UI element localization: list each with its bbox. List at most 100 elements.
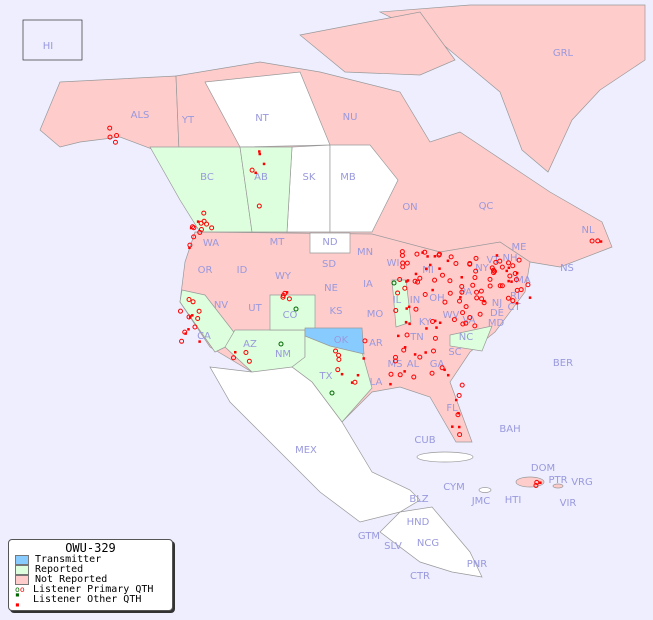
- listener-other-qth: [405, 280, 408, 283]
- listener-other-qth: [406, 279, 410, 282]
- listener-primary-qth: [439, 272, 445, 278]
- listener-other-qth: [413, 353, 417, 356]
- listener-primary-qth: [481, 300, 487, 306]
- listener-primary-qth: [478, 288, 484, 294]
- listener-primary-qth: [417, 354, 423, 360]
- listener-other-qth: [528, 296, 532, 299]
- listener-other-qth: [414, 272, 418, 276]
- listener-primary-qth: [448, 254, 454, 260]
- listener-primary-qth: [447, 290, 453, 296]
- listener-primary-qth: [336, 357, 342, 363]
- listener-primary-qth: [401, 347, 407, 353]
- listener-primary-qth: [432, 277, 438, 283]
- listener-primary-qth: [195, 316, 201, 322]
- region-label-nj: NJ: [492, 298, 502, 309]
- listener-primary-qth: [186, 297, 192, 303]
- region-label-de: DE: [490, 308, 504, 319]
- region-label-hi: HI: [43, 41, 53, 52]
- region-label-ma: MA: [515, 275, 531, 286]
- listener-primary-qth: [415, 279, 421, 285]
- listener-primary-qth: [186, 314, 192, 320]
- listener-primary-qth: [393, 308, 399, 314]
- listener-primary-qth: [507, 273, 513, 279]
- listener-primary-qth: [505, 295, 511, 301]
- listener-other-qth: [515, 302, 519, 305]
- listener-primary-qth: [492, 268, 498, 274]
- region-label-or: OR: [198, 265, 213, 276]
- region-label-yt: YT: [181, 115, 195, 126]
- listener-primary-qth: [400, 264, 406, 270]
- listener-primary-qth: [352, 379, 358, 385]
- listener-other-qth: [285, 291, 289, 294]
- listener-primary-qth: [491, 267, 497, 273]
- listener-primary-qth: [201, 210, 207, 216]
- listener-primary-qth: [198, 226, 204, 232]
- listener-primary-qth: [432, 335, 438, 341]
- region-label-id: ID: [237, 265, 248, 276]
- listener-primary-qth: [429, 370, 435, 376]
- region-label-nm: NM: [275, 349, 291, 360]
- listener-other-qth: [407, 305, 411, 309]
- region-label-ber: BER: [553, 358, 573, 369]
- listener-primary-qth: [192, 324, 198, 330]
- listener-primary-qth: [442, 299, 448, 305]
- transmitter-swatch: [15, 555, 29, 565]
- region-label-als: ALS: [131, 110, 150, 121]
- region-label-ctr: CTR: [410, 571, 430, 582]
- region-label-vir: VIR: [560, 498, 577, 509]
- region-label-wi: WI: [387, 258, 400, 269]
- listener-primary-qth: [457, 432, 463, 438]
- listener-other-qth: [404, 320, 408, 324]
- listener-other-qth: [505, 269, 509, 273]
- region-mexico: [209, 366, 421, 523]
- listener-primary-qth: [399, 252, 405, 258]
- legend-item-not-reported: Not Reported: [9, 575, 172, 585]
- listener-primary-qth: [209, 225, 215, 231]
- region-label-nh: NH: [503, 253, 518, 264]
- listener-primary-qth: [499, 264, 505, 270]
- listener-primary-qth: [414, 251, 420, 257]
- region-label-mo: MO: [367, 309, 384, 320]
- region-label-ns: NS: [560, 263, 574, 274]
- listener-primary-qth: [499, 283, 505, 289]
- listener-other-qth: [184, 332, 187, 335]
- listener-primary-qth: [243, 349, 249, 355]
- listener-primary-qth: [513, 277, 519, 283]
- listener-primary-qth: [190, 224, 196, 230]
- region-label-ncg: NCG: [417, 538, 439, 549]
- listener-primary-qth: [404, 260, 410, 266]
- legend-label: Transmitter: [35, 554, 102, 565]
- listener-other-qth: [362, 357, 365, 360]
- region-label-al: AL: [407, 359, 420, 370]
- region-label-cub: CUB: [414, 435, 435, 446]
- listener-other-qth: [431, 288, 434, 292]
- listener-primary-qth: [430, 348, 436, 354]
- region-label-dom: DOM: [531, 463, 555, 474]
- region-label-tx: TX: [319, 371, 333, 382]
- listener-other-qth: [424, 351, 427, 354]
- legend-item-other-qth: ▪ ▪ Listener Other QTH: [9, 590, 172, 609]
- region-label-cym: CYM: [443, 482, 465, 493]
- listener-other-qth: [389, 382, 392, 386]
- listener-primary-qth: [114, 132, 120, 138]
- listener-primary-qth: [456, 392, 462, 398]
- listener-other-qth: [426, 255, 429, 258]
- other-qth-icon: ▪ ▪: [15, 590, 20, 609]
- region-label-gtm: GTM: [358, 531, 380, 542]
- region-label-mb: MB: [340, 172, 356, 183]
- listener-primary-qth: [411, 374, 417, 380]
- legend-label: Not Reported: [35, 574, 108, 585]
- region-label-ok: OK: [334, 335, 349, 346]
- listener-primary-qth: [397, 277, 403, 283]
- listener-primary-qth-reported: [329, 390, 335, 396]
- listener-primary-qth: [506, 260, 512, 266]
- region-sk: [286, 144, 331, 233]
- listener-primary-qth-reported: [293, 306, 299, 312]
- listener-primary-qth: [467, 314, 473, 320]
- listener-primary-qth: [477, 311, 483, 317]
- region-label-md: MD: [488, 318, 505, 329]
- region-bc: [149, 146, 253, 233]
- listener-primary-qth: [402, 285, 408, 291]
- listener-primary-qth: [489, 265, 495, 271]
- listener-primary-qth: [249, 167, 255, 173]
